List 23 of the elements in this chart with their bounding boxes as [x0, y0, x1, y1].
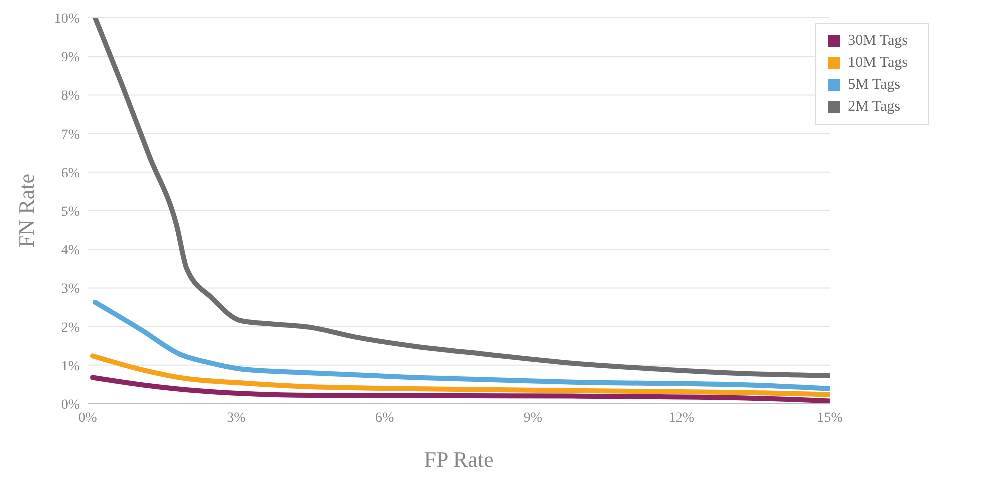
- legend-label: 30M Tags: [848, 32, 908, 51]
- y-tick-label: 7%: [61, 128, 80, 143]
- y-tick-label: 9%: [61, 50, 80, 66]
- y-tick-label: 8%: [61, 89, 80, 104]
- legend-label: 10M Tags: [848, 54, 908, 73]
- y-tick-label: 4%: [61, 244, 80, 259]
- x-tick-label: 3%: [227, 410, 246, 426]
- x-tick-label: 9%: [524, 410, 543, 426]
- x-tick-label: 12%: [668, 410, 695, 426]
- y-tick-label: 2%: [61, 320, 80, 336]
- legend-label: 5M Tags: [848, 76, 900, 95]
- x-tick-label: 0%: [78, 410, 98, 426]
- x-tick-label: 6%: [375, 410, 394, 426]
- y-tick-label: 10%: [54, 12, 80, 27]
- y-tick-label: 6%: [61, 166, 80, 182]
- x-tick-label: 15%: [817, 410, 844, 426]
- y-tick-label: 5%: [61, 204, 80, 220]
- y-tick-label: 1%: [61, 359, 80, 374]
- x-axis-title: FP Rate: [424, 447, 494, 472]
- y-axis-title: FN Rate: [14, 174, 39, 248]
- y-tick-label: 3%: [61, 282, 80, 298]
- legend-label: 2M Tags: [848, 98, 900, 117]
- y-tick-label: 0%: [61, 398, 80, 413]
